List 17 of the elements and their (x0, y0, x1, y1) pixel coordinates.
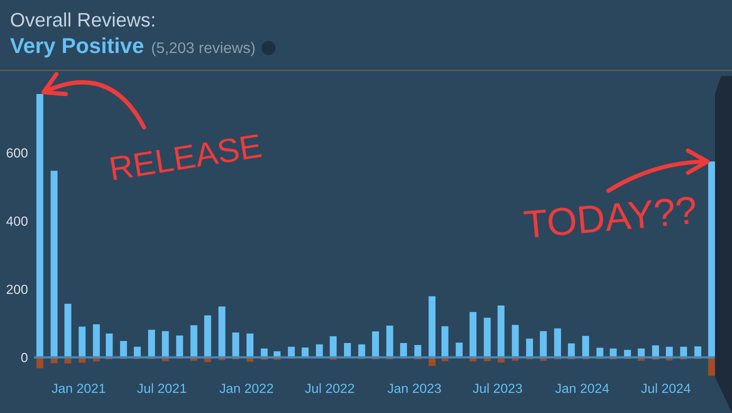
chart-title: Overall Reviews: (10, 12, 154, 27)
x-tick-label: Jan 2023 (387, 384, 441, 394)
annotation: RELEASE (110, 134, 262, 180)
x-tick-label: Jan 2024 (555, 384, 609, 394)
y-tick-label: 600 (6, 148, 28, 158)
y-tick-label: 400 (6, 216, 28, 226)
x-tick-label: Jul 2024 (641, 383, 690, 394)
x-tick-label: Jul 2023 (472, 383, 522, 394)
x-tick-label: Jul 2022 (305, 383, 354, 394)
x-tick-label: Jul 2021 (137, 383, 186, 394)
y-tick-label: 0 (21, 352, 28, 362)
annotation: TODAY?? (524, 196, 697, 238)
x-tick-label: Jan 2022 (220, 384, 274, 394)
x-tick-label: Jan 2021 (52, 384, 106, 394)
text: (5,203 reviews) (152, 42, 255, 56)
y-tick-label: 200 (6, 284, 28, 294)
chart-subtitle: Very Positive (10, 37, 144, 58)
